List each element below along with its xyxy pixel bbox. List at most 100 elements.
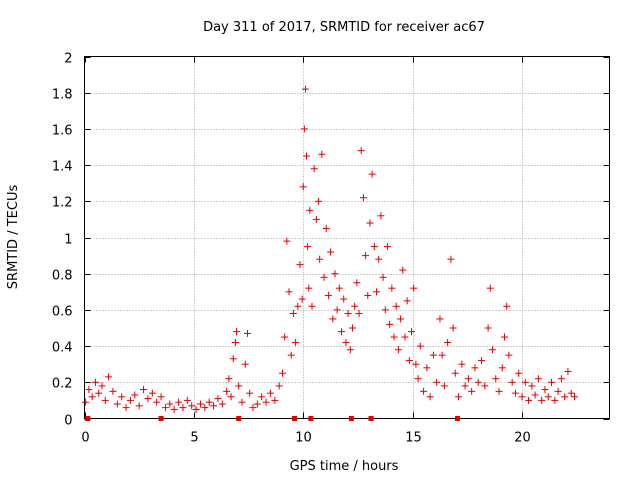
data-point xyxy=(140,386,148,394)
data-point xyxy=(348,324,356,332)
data-point xyxy=(298,295,306,303)
data-point xyxy=(353,279,361,287)
data-point xyxy=(451,369,459,377)
x-tick-label: 5 xyxy=(190,431,198,446)
data-point xyxy=(281,333,289,341)
y-tick-label: 1.8 xyxy=(52,88,73,103)
data-point xyxy=(183,396,191,404)
data-point xyxy=(85,386,93,394)
data-point xyxy=(464,375,472,383)
data-point xyxy=(410,284,418,292)
data-point xyxy=(399,266,407,274)
data-point xyxy=(461,382,469,390)
data-point xyxy=(153,398,161,406)
gap-marker xyxy=(236,416,242,421)
data-point xyxy=(440,382,448,390)
data-point xyxy=(310,165,318,173)
data-point xyxy=(241,360,249,368)
data-point xyxy=(383,243,391,251)
data-point xyxy=(436,315,444,323)
data-point xyxy=(231,338,239,346)
chart-title: Day 311 of 2017, SRMTID for receiver ac6… xyxy=(203,20,485,35)
data-point xyxy=(344,310,352,318)
data-point xyxy=(377,212,385,220)
data-point xyxy=(331,270,339,278)
data-point xyxy=(554,387,562,395)
data-point xyxy=(551,396,559,404)
data-point xyxy=(243,329,251,337)
data-point xyxy=(296,261,304,269)
data-point xyxy=(423,364,431,372)
data-point xyxy=(340,295,348,303)
data-point xyxy=(192,405,200,413)
data-point xyxy=(375,255,383,263)
data-point xyxy=(300,125,308,133)
data-point xyxy=(322,224,330,232)
data-point xyxy=(528,382,536,390)
data-point xyxy=(474,378,482,386)
data-point xyxy=(471,364,479,372)
data-point xyxy=(335,284,343,292)
data-point xyxy=(438,351,446,359)
data-point xyxy=(179,404,187,412)
gap-marker xyxy=(308,416,314,421)
data-point xyxy=(101,396,109,404)
data-point xyxy=(175,398,183,406)
data-point xyxy=(518,393,526,401)
data-point xyxy=(571,393,578,401)
gap-marker xyxy=(292,416,297,421)
data-point xyxy=(362,252,370,260)
data-point xyxy=(503,302,511,310)
data-point xyxy=(364,291,372,299)
data-point xyxy=(541,386,549,394)
data-point xyxy=(373,288,381,296)
data-point xyxy=(88,393,96,401)
data-point xyxy=(329,315,337,323)
plot-frame xyxy=(84,56,610,419)
x-tick-label: 15 xyxy=(405,431,422,446)
data-point xyxy=(205,398,213,406)
data-point xyxy=(501,333,508,341)
y-tick-label: 0.2 xyxy=(52,377,73,392)
data-point xyxy=(113,400,121,408)
y-axis-label: SRMTID / TECUs xyxy=(6,185,21,290)
y-tick-label: 0.6 xyxy=(52,305,73,320)
x-tick-label: 20 xyxy=(514,431,531,446)
data-point xyxy=(229,355,237,363)
gap-marker xyxy=(158,416,164,421)
data-point xyxy=(170,405,178,413)
data-point xyxy=(368,170,376,178)
gap-marker xyxy=(85,416,91,421)
data-point xyxy=(262,398,270,406)
data-point xyxy=(289,310,297,318)
data-point xyxy=(557,375,565,383)
data-point xyxy=(408,328,416,336)
data-point xyxy=(515,369,523,377)
data-point xyxy=(420,387,428,395)
data-point xyxy=(492,375,500,383)
data-point xyxy=(312,215,320,223)
y-tick-label: 1.2 xyxy=(52,196,73,211)
data-point xyxy=(301,85,309,93)
y-tick-label: 2 xyxy=(64,52,72,67)
data-point xyxy=(379,273,387,281)
data-point xyxy=(126,396,134,404)
gap-markers xyxy=(85,416,460,421)
data-point xyxy=(481,382,489,390)
data-point xyxy=(304,243,312,251)
data-point xyxy=(214,395,222,403)
data-point xyxy=(318,150,326,158)
data-point xyxy=(366,219,374,227)
data-point xyxy=(449,324,457,332)
data-point xyxy=(109,387,117,395)
data-point xyxy=(433,378,441,386)
data-point xyxy=(275,382,283,390)
data-point xyxy=(455,393,463,401)
data-point xyxy=(521,378,529,386)
y-tick-label: 1.4 xyxy=(52,160,73,175)
data-point xyxy=(266,389,274,397)
data-point xyxy=(346,346,354,354)
data-point xyxy=(484,324,492,332)
data-point xyxy=(333,306,341,314)
